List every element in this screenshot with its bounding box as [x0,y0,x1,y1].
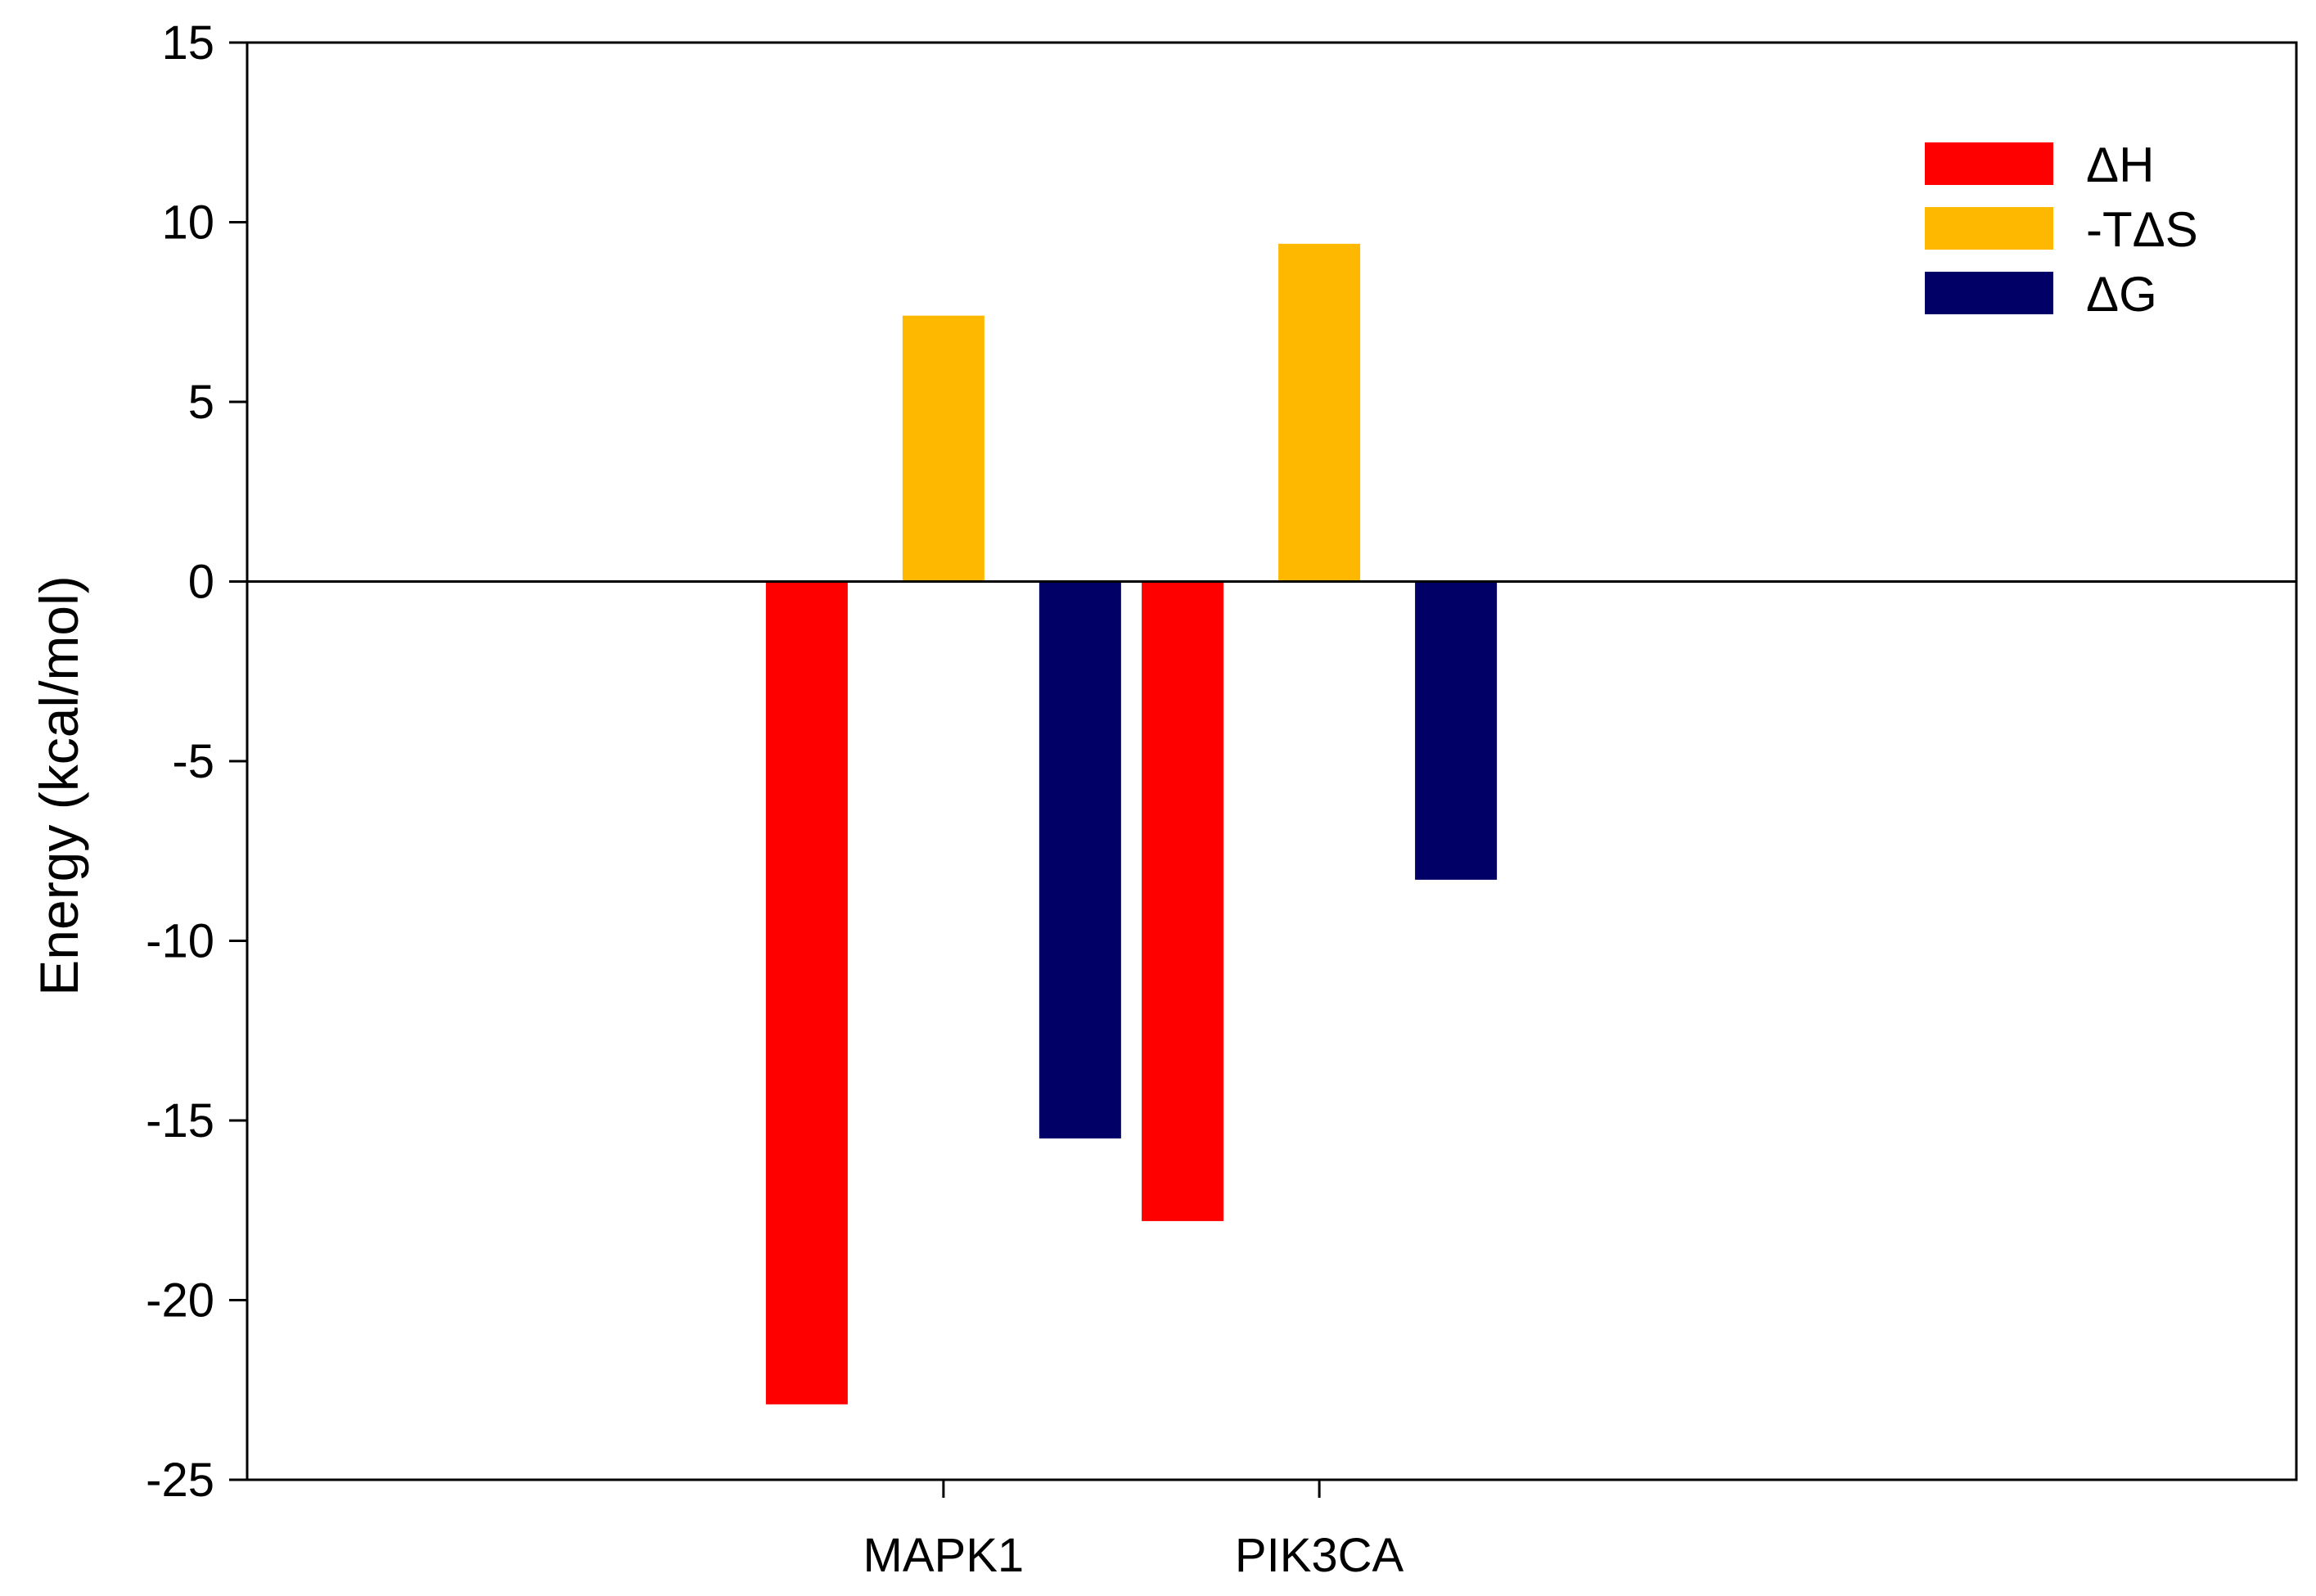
bars-layer [765,243,1498,1404]
legend-label: ΔG [2086,267,2157,322]
x-axis-ticks: MAPK1 PIK3CA [863,1480,1404,1582]
y-tick-label: -10 [146,915,214,968]
bar-mapk1-series-3 [1039,581,1121,1138]
x-tick-label: PIK3CA [1235,1529,1404,1582]
legend-swatch [1925,142,2053,185]
x-tick-label: MAPK1 [863,1529,1025,1582]
plot-frame [246,41,2298,1481]
legend-label: -TΔS [2086,202,2198,257]
y-tick-label: 5 [188,376,214,429]
y-axis-title: Energy (kcal/mol) [29,575,89,995]
bar-mapk1-series-1 [765,581,848,1404]
bar-mapk1-series-2 [902,315,985,582]
y-tick-label: 15 [161,16,214,70]
legend-label: ΔH [2086,138,2154,192]
y-tick-label: -15 [146,1094,214,1147]
y-tick-label: 0 [188,556,214,609]
y-tick-label: -20 [146,1274,214,1328]
legend-swatch [1925,272,2053,314]
bar-pik3ca-series-1 [1142,581,1224,1221]
bar-pik3ca-series-3 [1415,581,1498,880]
y-tick-label: -25 [146,1454,214,1507]
legend: ΔH -TΔS ΔG [1925,138,2198,322]
y-axis-ticks: 15 10 5 0 -5 -10 -15 -20 -25 [146,16,247,1507]
bar-pik3ca-series-2 [1278,243,1361,582]
y-tick-label: -5 [172,735,214,788]
y-tick-label: 10 [161,196,214,250]
legend-swatch [1925,207,2053,250]
